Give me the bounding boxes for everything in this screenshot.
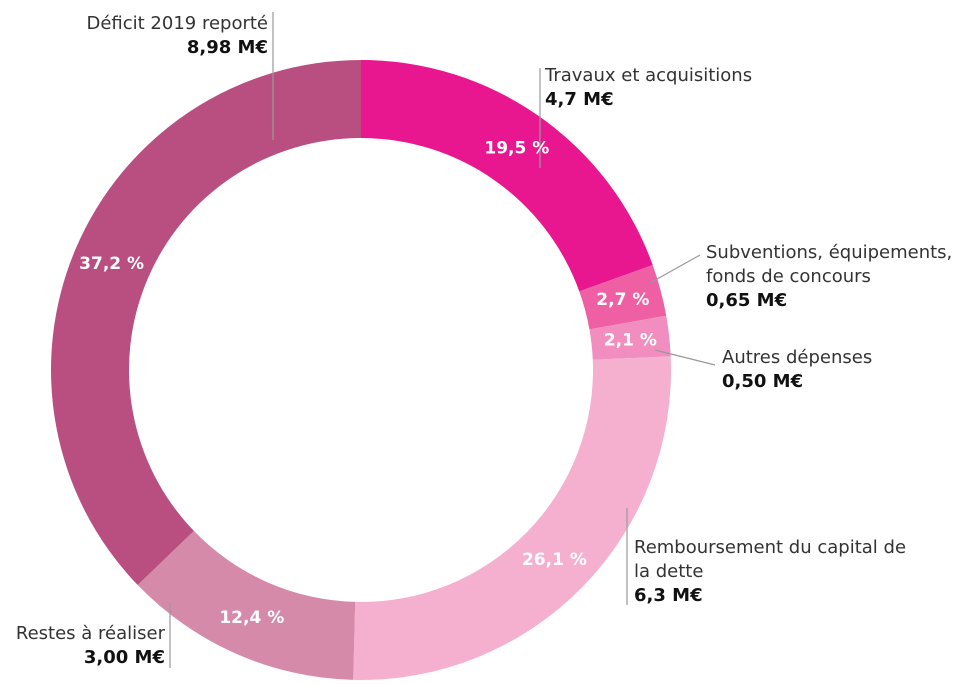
callout: Travaux et acquisitions 4,7 M€ (545, 64, 765, 112)
amount-label: 3,00 M€ (83, 647, 165, 668)
callout: Déficit 2019 reporté 8,98 M€ (8, 12, 268, 60)
callout: Remboursement du capital de la dette 6,3 … (634, 536, 914, 608)
category-label: Déficit 2019 reporté (86, 13, 268, 34)
slices (50, 59, 671, 680)
value-label: 2,7 % (596, 290, 649, 310)
slice (137, 530, 356, 680)
callout: Autres dépenses 0,50 M€ (722, 346, 942, 394)
slice (579, 264, 667, 330)
slice (361, 60, 653, 292)
amount-label: 8,98 M€ (186, 37, 268, 58)
slice (353, 356, 671, 680)
slice (50, 59, 361, 586)
value-label: 2,1 % (604, 330, 657, 350)
category-label: Remboursement du capital de la dette (634, 537, 907, 582)
leader-line (654, 349, 716, 366)
amount-label: 6,3 M€ (634, 585, 703, 606)
amount-label: 4,7 M€ (545, 89, 614, 110)
category-label: Travaux et acquisitions (545, 65, 753, 86)
amount-label: 0,50 M€ (722, 371, 804, 392)
value-label: 26,1 % (522, 550, 587, 570)
slice (589, 315, 671, 360)
category-label: Subventions, équipements, fonds de conco… (706, 242, 953, 287)
category-label: Restes à réaliser (15, 623, 165, 644)
category-label: Autres dépenses (722, 347, 873, 368)
value-label: 19,5 % (484, 138, 549, 158)
value-label: 37,2 % (79, 254, 144, 274)
value-label: 12,4 % (219, 608, 284, 628)
leader-line (649, 254, 701, 284)
callout: Restes à réaliser 3,00 M€ (0, 622, 165, 670)
callout: Subventions, équipements, fonds de conco… (706, 241, 956, 313)
amount-label: 0,65 M€ (706, 290, 788, 311)
